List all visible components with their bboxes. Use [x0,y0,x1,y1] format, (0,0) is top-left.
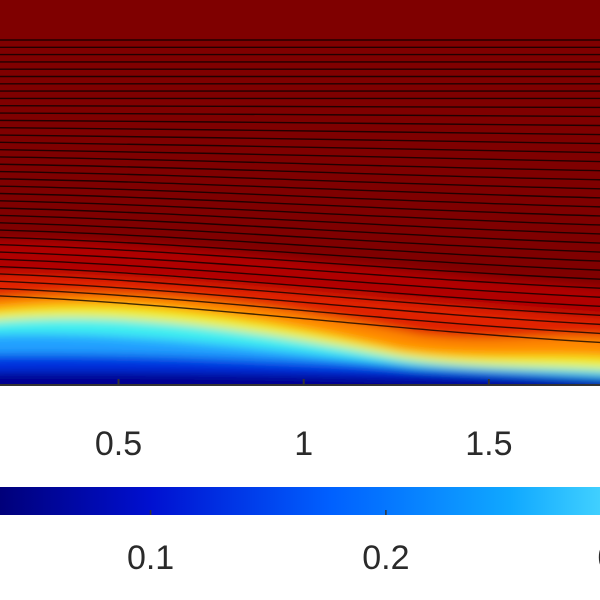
streamline [0,178,600,199]
x-tick-label: 0.5 [95,425,142,463]
streamline [0,295,600,344]
colorbar-tick-label: 0.1 [127,539,174,577]
streamline [0,185,600,208]
streamline [0,229,600,262]
streamline [0,192,600,217]
streamline [0,207,600,235]
streamline [0,200,600,226]
colorbar-tick-label: 0.2 [362,539,409,577]
x-tick-label: 1 [294,425,313,463]
streamline [0,244,600,280]
streamline [0,236,600,271]
streamline [0,265,600,307]
streamline [0,119,600,127]
streamline [0,156,600,172]
streamline [0,112,600,118]
streamline [0,258,600,298]
colorbar-tick-label: 0.3 [598,539,600,577]
streamline [0,105,600,109]
contour-field [0,0,600,385]
streamlines [0,39,600,344]
streamline [0,170,600,190]
streamline [0,141,600,154]
field-layers [0,239,600,385]
streamline [0,126,600,136]
streamline [0,148,600,163]
streamline [0,214,600,244]
streamline [0,287,600,335]
x-tick-label: 1.5 [465,425,512,463]
colorbar [0,487,600,515]
streamline [0,280,600,326]
streamline [0,222,600,253]
streamline [0,251,600,289]
streamline [0,163,600,181]
streamline [0,273,600,317]
streamline [0,134,600,145]
